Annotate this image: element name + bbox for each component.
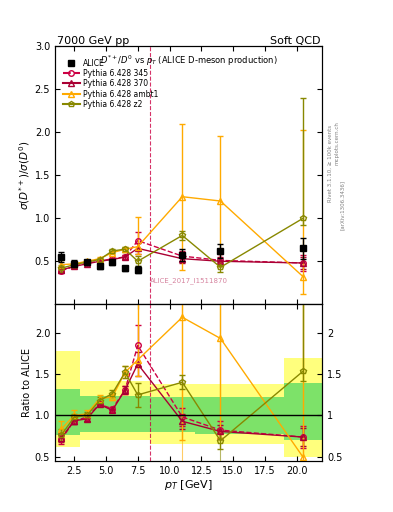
Text: Soft QCD: Soft QCD xyxy=(270,36,320,46)
Bar xyxy=(151,397,195,432)
Text: [arXiv:1306.3436]: [arXiv:1306.3436] xyxy=(340,180,345,230)
X-axis label: $p_T$ [GeV]: $p_T$ [GeV] xyxy=(164,478,213,493)
Bar xyxy=(284,382,322,440)
Bar xyxy=(151,384,195,443)
Bar xyxy=(55,389,81,435)
Bar xyxy=(195,397,284,434)
Text: ALICE_2017_I1511870: ALICE_2017_I1511870 xyxy=(150,277,228,284)
Bar xyxy=(81,396,151,432)
Bar xyxy=(195,384,284,443)
Text: mcplots.cern.ch: mcplots.cern.ch xyxy=(334,121,339,165)
Legend: ALICE, Pythia 6.428 345, Pythia 6.428 370, Pythia 6.428 ambt1, Pythia 6.428 z2: ALICE, Pythia 6.428 345, Pythia 6.428 37… xyxy=(62,58,160,110)
Bar xyxy=(284,358,322,457)
Text: $D^{*+}/D^0$ vs $p_T$ (ALICE D-meson production): $D^{*+}/D^0$ vs $p_T$ (ALICE D-meson pro… xyxy=(100,54,277,68)
Y-axis label: Ratio to ALICE: Ratio to ALICE xyxy=(22,348,32,417)
Text: Rivet 3.1.10, ≥ 100k events: Rivet 3.1.10, ≥ 100k events xyxy=(328,125,333,202)
Y-axis label: $\sigma(D^{*+})/\sigma(D^0)$: $\sigma(D^{*+})/\sigma(D^0)$ xyxy=(17,141,32,210)
Bar xyxy=(81,381,151,440)
Text: 7000 GeV pp: 7000 GeV pp xyxy=(57,36,129,46)
Bar xyxy=(55,351,81,447)
